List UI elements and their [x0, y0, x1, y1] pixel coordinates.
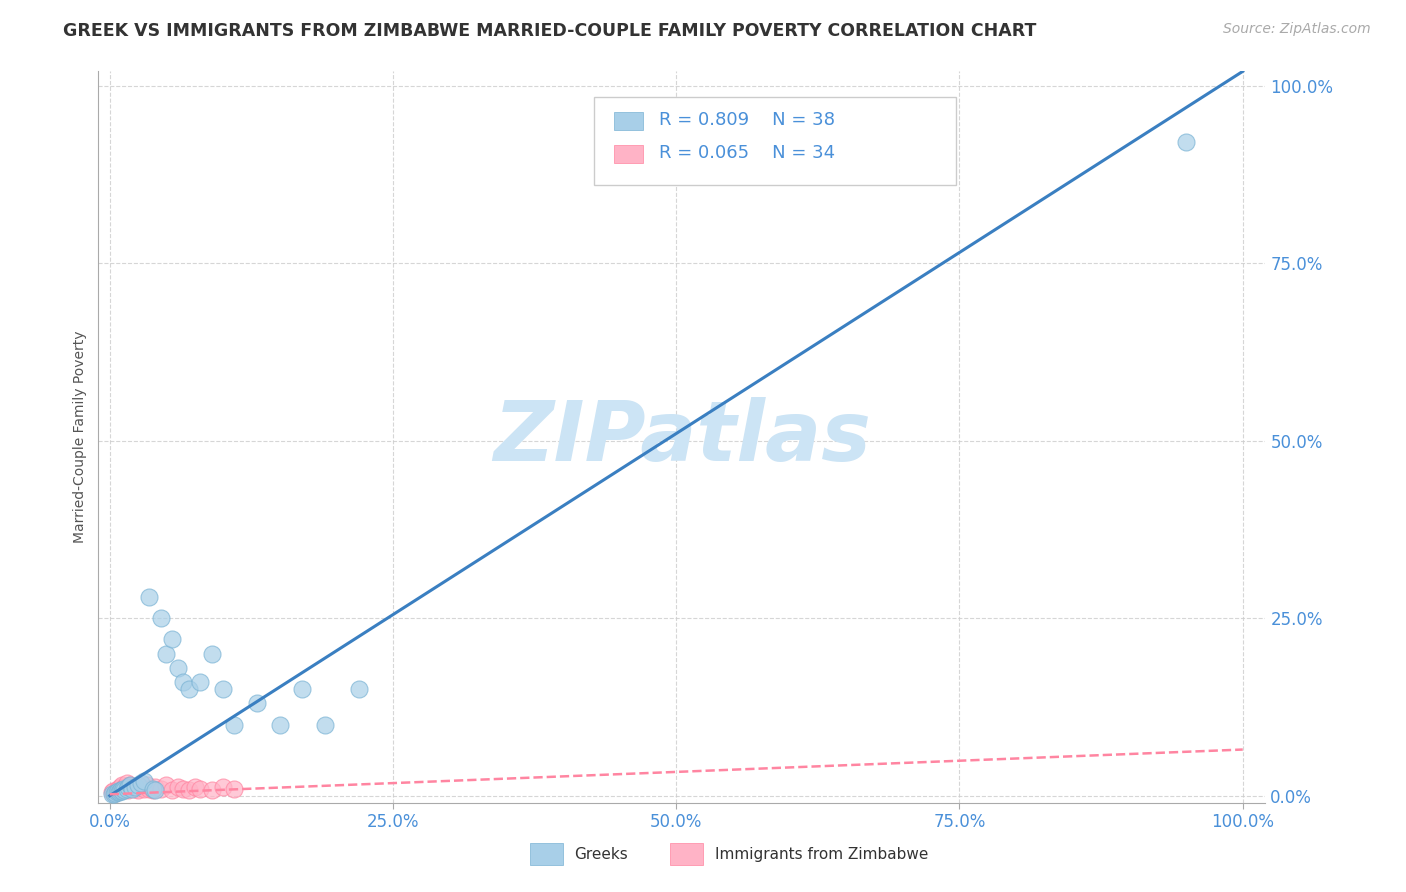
Point [136, 778, 159, 792]
Text: Greeks: Greeks [575, 847, 628, 862]
Point [131, 780, 153, 794]
FancyBboxPatch shape [614, 145, 644, 163]
Point [120, 778, 142, 792]
Point [121, 780, 143, 794]
Point [224, 717, 246, 731]
Point [108, 783, 131, 797]
Point [143, 783, 166, 797]
Point [269, 717, 291, 731]
Point [108, 785, 131, 799]
Point [166, 661, 188, 675]
Point [117, 783, 139, 797]
Point [101, 787, 124, 801]
Point [115, 781, 138, 796]
Point [124, 781, 146, 796]
Point [177, 783, 200, 797]
Point [172, 675, 194, 690]
Point [190, 781, 212, 796]
Point [1175, 136, 1198, 150]
Point [101, 785, 124, 799]
FancyBboxPatch shape [595, 97, 956, 185]
Point [142, 783, 165, 797]
Point [108, 780, 131, 794]
Point [114, 783, 136, 797]
Point [111, 784, 134, 798]
Point [114, 780, 136, 794]
Text: ZIPatlas: ZIPatlas [494, 397, 870, 477]
FancyBboxPatch shape [614, 112, 644, 130]
Point [224, 781, 246, 796]
Point [190, 675, 212, 690]
Point [105, 783, 128, 797]
Point [108, 784, 131, 798]
Text: R = 0.809    N = 38: R = 0.809 N = 38 [658, 112, 835, 129]
Point [124, 780, 146, 794]
Point [347, 682, 370, 697]
Point [138, 590, 160, 604]
Point [291, 682, 314, 697]
Point [120, 778, 142, 792]
Point [127, 783, 149, 797]
Point [115, 776, 138, 790]
Point [104, 786, 127, 800]
Text: GREEK VS IMMIGRANTS FROM ZIMBABWE MARRIED-COUPLE FAMILY POVERTY CORRELATION CHAR: GREEK VS IMMIGRANTS FROM ZIMBABWE MARRIE… [63, 22, 1036, 40]
Point [138, 781, 160, 796]
Point [110, 783, 132, 797]
Point [155, 647, 177, 661]
Point [132, 774, 155, 789]
Point [246, 697, 269, 711]
Text: Source: ZipAtlas.com: Source: ZipAtlas.com [1223, 22, 1371, 37]
Point [160, 632, 183, 647]
Point [131, 776, 153, 790]
Point [166, 780, 188, 794]
Point [112, 781, 135, 796]
Point [110, 783, 132, 797]
Point [127, 778, 149, 792]
Point [314, 717, 336, 731]
Point [105, 785, 128, 799]
Text: Immigrants from Zimbabwe: Immigrants from Zimbabwe [714, 847, 928, 862]
Point [160, 783, 183, 797]
Point [121, 781, 143, 796]
Point [101, 784, 124, 798]
Point [212, 682, 235, 697]
Point [149, 781, 172, 796]
Point [183, 780, 205, 794]
Y-axis label: Married-Couple Family Poverty: Married-Couple Family Poverty [73, 331, 87, 543]
FancyBboxPatch shape [671, 843, 703, 865]
Point [132, 781, 155, 796]
FancyBboxPatch shape [530, 843, 562, 865]
Point [201, 783, 224, 797]
Point [112, 781, 135, 796]
Point [107, 784, 129, 798]
Point [149, 611, 172, 625]
Point [143, 780, 166, 794]
Point [201, 647, 224, 661]
Text: R = 0.065    N = 34: R = 0.065 N = 34 [658, 145, 835, 162]
Point [117, 780, 139, 794]
Point [177, 682, 200, 697]
Point [111, 778, 134, 792]
Point [155, 778, 177, 792]
Point [142, 781, 165, 796]
Point [107, 781, 129, 796]
Point [103, 787, 125, 801]
Point [212, 780, 235, 794]
Point [104, 786, 127, 800]
Point [172, 781, 194, 796]
